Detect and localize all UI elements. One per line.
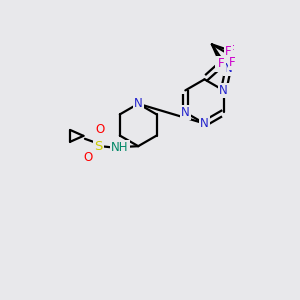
Text: N: N (200, 117, 209, 130)
Text: N: N (224, 62, 233, 75)
Text: N: N (134, 97, 142, 110)
Text: F: F (218, 57, 224, 70)
Text: N: N (181, 106, 190, 119)
Text: O: O (84, 152, 93, 164)
Text: F: F (225, 45, 231, 58)
Text: NH: NH (111, 141, 129, 154)
Text: F: F (229, 56, 236, 69)
Text: F: F (228, 44, 235, 57)
Text: N: N (219, 84, 228, 97)
Text: O: O (96, 124, 105, 136)
Text: S: S (94, 140, 103, 153)
Text: N: N (217, 58, 225, 71)
